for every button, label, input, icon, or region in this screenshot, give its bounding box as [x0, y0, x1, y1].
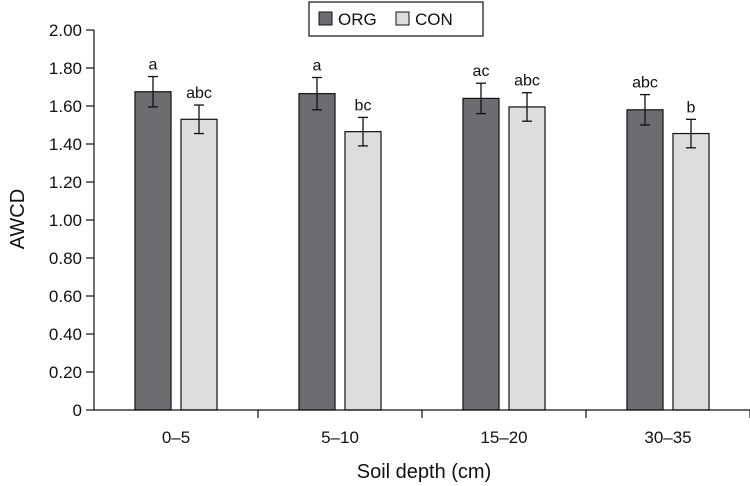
significance-label: abc: [632, 75, 658, 92]
y-tick-label: 1.40: [49, 135, 82, 154]
y-tick-label: 0: [73, 401, 82, 420]
error-bar: [476, 82, 486, 115]
bar-con: [180, 118, 218, 411]
significance-label: a: [149, 57, 158, 74]
x-tick-label: 15–20: [480, 428, 527, 447]
x-tick-label: 0–5: [162, 428, 190, 447]
legend-swatch-org: [318, 11, 333, 26]
x-axis-title: Soil depth (cm): [357, 461, 492, 483]
bar-con: [508, 106, 546, 411]
y-axis-title: AWCD: [7, 189, 29, 249]
significance-label: ac: [473, 63, 490, 80]
significance-label: abc: [186, 85, 212, 102]
error-bar: [194, 104, 204, 135]
significance-label: a: [313, 58, 322, 75]
legend: ORG CON: [308, 1, 484, 37]
x-tick-label: 30–35: [644, 428, 691, 447]
y-tick-label: 2.00: [49, 21, 82, 40]
bar-org: [626, 109, 664, 411]
y-tick-label: 0.80: [49, 249, 82, 268]
y-tick-label: 1.60: [49, 97, 82, 116]
significance-label: abc: [514, 73, 540, 90]
error-bar: [686, 118, 696, 149]
error-bar: [640, 93, 650, 126]
error-bar: [148, 75, 158, 108]
bar-con: [344, 131, 382, 411]
legend-swatch-con: [395, 11, 410, 26]
legend-label-con: CON: [415, 10, 453, 29]
x-tick-label: 5–10: [321, 428, 359, 447]
significance-label: bc: [355, 97, 372, 114]
y-tick-label: 0.40: [49, 325, 82, 344]
legend-label-org: ORG: [338, 10, 377, 29]
y-tick-label: 0.60: [49, 287, 82, 306]
bar-org: [134, 91, 172, 411]
y-tick-label: 1.80: [49, 59, 82, 78]
y-tick-label: 1.00: [49, 211, 82, 230]
y-tick-label: 1.20: [49, 173, 82, 192]
y-tick-label: 0.20: [49, 363, 82, 382]
bar-org: [298, 93, 336, 411]
bar-con: [672, 132, 710, 411]
error-bar: [358, 116, 368, 147]
significance-label: b: [687, 99, 696, 116]
bar-org: [462, 97, 500, 411]
error-bar: [312, 76, 322, 111]
error-bar: [522, 92, 532, 122]
